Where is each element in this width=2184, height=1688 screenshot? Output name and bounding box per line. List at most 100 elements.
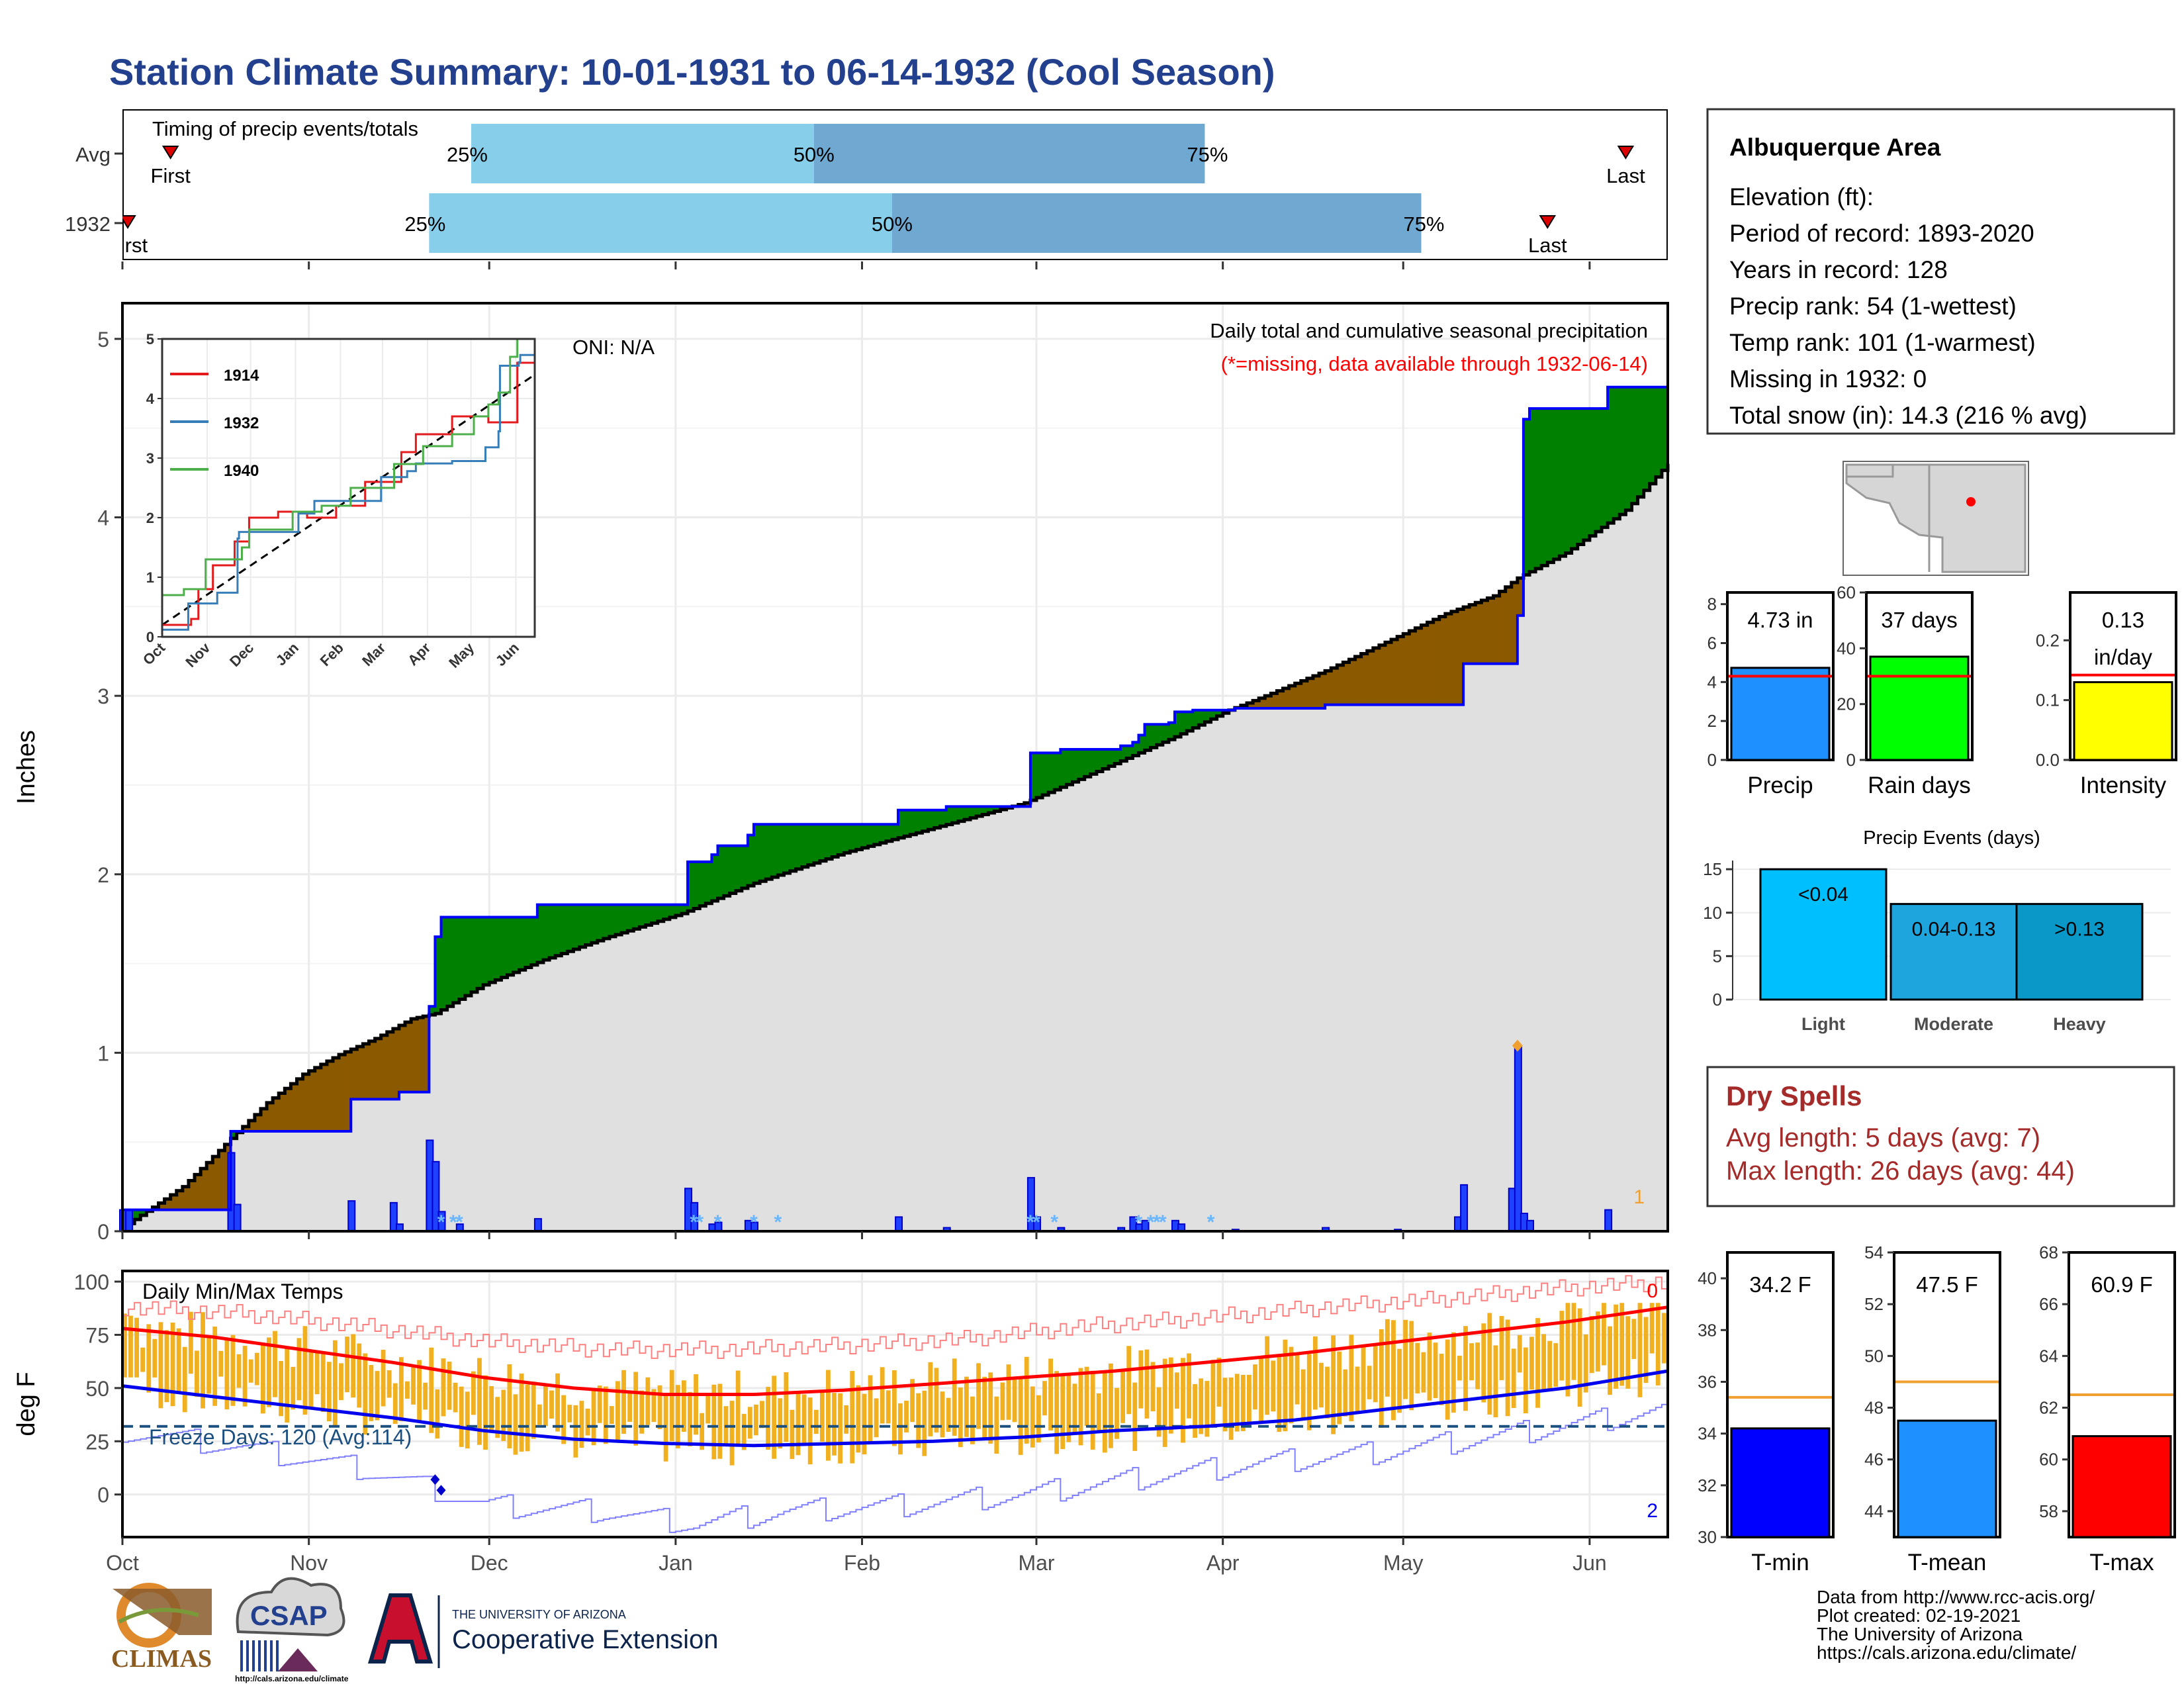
pct-25-label: 25%	[404, 212, 445, 236]
daily-temp-bar	[267, 1337, 271, 1407]
daily-temp-bar	[729, 1401, 735, 1466]
daily-temp-bar	[1078, 1368, 1083, 1446]
precip-subtitle: (*=missing, data available through 1932-…	[1221, 352, 1648, 375]
small-bar-value-label: 60.9 F	[2091, 1272, 2153, 1297]
daily-temp-bar	[447, 1361, 452, 1410]
daily-temp-bar	[1614, 1304, 1619, 1389]
station-info-line: Total snow (in): 14.3 (216 % avg)	[1729, 402, 2087, 429]
small-bar-y-tick-label: 46	[1864, 1450, 1884, 1470]
timing-bar-50-75	[891, 193, 1422, 253]
small-bar-y-tick-label: 0.2	[2036, 630, 2060, 650]
daily-temp-bar	[1487, 1313, 1492, 1415]
timing-bar-25-50	[429, 193, 892, 253]
small-bar-panel: 0 2 4 6 8 4.73 in Precip	[1707, 591, 1835, 798]
daily-temp-bar	[1234, 1374, 1240, 1432]
daily-temp-bar	[940, 1391, 945, 1438]
daily-temp-bar	[1312, 1336, 1318, 1410]
daily-temp-bar	[357, 1343, 362, 1408]
daily-temp-bar	[1355, 1366, 1360, 1413]
daily-temp-bar	[832, 1393, 837, 1456]
daily-temp-bar	[1463, 1326, 1468, 1411]
wetter-than-avg-area	[122, 387, 1668, 1228]
station-frame	[1706, 108, 2175, 435]
daily-temp-bar	[411, 1365, 416, 1405]
daily-temp-bar	[904, 1401, 909, 1432]
small-bar-value-label: 0.13	[2102, 608, 2144, 632]
event-category-label: Moderate	[1914, 1014, 1993, 1034]
csap-logo: CSAP http://cals.arizona.edu/climate	[235, 1577, 349, 1683]
temps-y-tick-label: 75	[85, 1323, 109, 1347]
month-tick-label: Apr	[1206, 1551, 1240, 1575]
daily-temp-bar	[772, 1376, 777, 1459]
small-bar-y-tick-label: 20	[1837, 694, 1856, 714]
ua-logo: THE UNIVERSITY OF ARIZONA Cooperative Ext…	[367, 1593, 718, 1668]
daily-temp-bar	[405, 1381, 410, 1399]
small-bar	[1730, 667, 1831, 761]
last-label: Last	[1528, 234, 1567, 257]
daily-temp-bar	[669, 1370, 674, 1442]
small-bar-panel: 30 32 34 36 38 40 34.2 F T-min	[1698, 1251, 1835, 1575]
small-bar-y-tick-label: 32	[1698, 1476, 1717, 1495]
precip-y-tick-label: 3	[97, 684, 109, 708]
daily-temp-bar	[988, 1372, 993, 1444]
daily-temp-bar	[1283, 1339, 1288, 1432]
daily-temp-bar	[1583, 1334, 1588, 1393]
small-bar-y-tick-label: 40	[1837, 638, 1856, 658]
precip-y-tick-label: 5	[97, 328, 109, 352]
small-bar	[2071, 1435, 2172, 1538]
daily-temp-bar	[152, 1338, 158, 1378]
small-bar-category-label: Precip	[1747, 773, 1813, 798]
daily-temp-bar	[1012, 1378, 1017, 1423]
daily-temp-bar	[483, 1375, 488, 1450]
daily-temp-bar	[182, 1346, 187, 1413]
credit-line: Plot created: 02-19-2021	[1817, 1605, 2021, 1626]
daily-temp-bar	[128, 1315, 133, 1378]
daily-temp-bar	[1625, 1316, 1631, 1389]
daily-temp-bar	[1565, 1303, 1570, 1397]
daily-temp-bar	[1541, 1334, 1547, 1392]
daily-temp-bar	[717, 1383, 723, 1459]
daily-temp-bar	[302, 1326, 308, 1415]
dry-spells-max: Max length: 26 days (avg: 44)	[1726, 1156, 2075, 1186]
small-bar-y-tick-label: 4	[1707, 672, 1717, 692]
inset-y-tick-label: 5	[146, 331, 154, 348]
precip-y-axis-label: Inches	[13, 730, 40, 804]
avg-min-line	[122, 1369, 1668, 1448]
daily-precip-bar	[233, 1203, 242, 1233]
daily-temp-bar	[766, 1387, 770, 1450]
daily-temp-bar	[1631, 1319, 1637, 1360]
daily-temp-bar	[928, 1362, 933, 1436]
daily-temp-bar	[1090, 1370, 1095, 1450]
small-bar-category-label: T-max	[2089, 1550, 2154, 1575]
drier-than-avg-area	[152, 578, 1524, 1210]
events-title: Precip Events (days)	[1863, 827, 2040, 849]
daily-temp-bar	[1216, 1358, 1222, 1407]
daily-temp-bar	[188, 1311, 193, 1374]
oni-label: ONI: N/A	[572, 336, 655, 359]
timing-bar-50-75	[813, 124, 1205, 183]
small-bar-value-label: 37 days	[1881, 608, 1958, 632]
daily-temp-bar	[260, 1342, 265, 1414]
daily-temp-bar	[862, 1393, 867, 1455]
last-marker-icon	[1539, 215, 1557, 229]
small-bar-y-tick-label: 58	[2039, 1501, 2058, 1521]
ua-a-icon	[367, 1593, 433, 1664]
missing-marker-icon: *	[714, 1211, 722, 1233]
missing-marker-icon: *	[1032, 1211, 1040, 1233]
events-y-tick-label: 10	[1703, 903, 1722, 923]
temps-y-tick-label: 50	[85, 1377, 109, 1401]
events-y-tick-label: 15	[1703, 859, 1722, 879]
daily-temp-bar	[122, 1313, 127, 1378]
pct-50-label: 50%	[794, 143, 835, 166]
small-bar-y-tick-label: 60	[1837, 583, 1856, 602]
temps-corner-top: 0	[1647, 1280, 1658, 1302]
climas-logo: CLIMAS	[111, 1583, 212, 1673]
daily-precip-bar	[347, 1200, 356, 1233]
daily-temp-bar	[994, 1396, 999, 1454]
daily-temp-bar	[976, 1363, 981, 1429]
daily-temp-bar	[813, 1409, 819, 1434]
month-tick-label: Jun	[1572, 1551, 1607, 1575]
inset-y-tick-label: 0	[146, 629, 154, 645]
inset-frame	[161, 338, 536, 638]
